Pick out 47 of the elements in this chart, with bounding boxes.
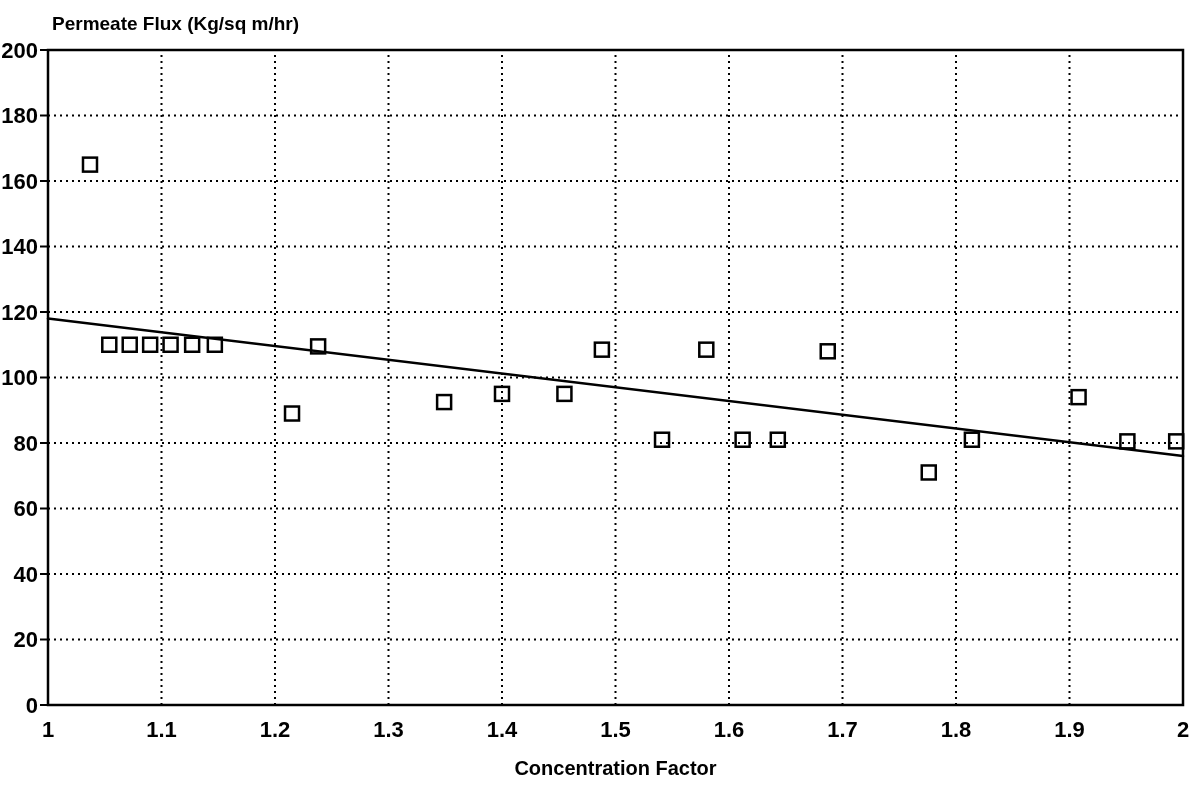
point (81, 156, 99, 173)
point (1070, 388, 1087, 406)
point (283, 405, 301, 422)
x-tick-label: 1.8 (940, 717, 972, 742)
x-tick-label: 1.2 (259, 717, 291, 742)
point (493, 385, 511, 403)
point (141, 336, 159, 353)
y-tick-label: 180 (1, 103, 38, 129)
y-tick-label: 80 (13, 430, 38, 456)
point (101, 336, 118, 353)
y-tick-label: 120 (1, 299, 38, 325)
point (1119, 433, 1136, 450)
point (698, 341, 715, 358)
point (1167, 433, 1185, 450)
x-tick-label: 1.3 (373, 717, 404, 742)
point (206, 336, 224, 353)
x-tick-label: 1.6 (713, 717, 745, 742)
point (121, 336, 138, 353)
point (183, 336, 201, 353)
x-tick-label: 2 (1176, 717, 1190, 742)
y-tick-label: 40 (13, 561, 38, 587)
point (769, 431, 787, 448)
x-tick-label: 1.5 (600, 717, 631, 742)
y-tick-label: 200 (1, 37, 38, 63)
x-tick-label: 1.7 (827, 717, 858, 742)
point (309, 338, 327, 355)
point (819, 343, 836, 360)
x-tick-label: 1.9 (1054, 717, 1085, 742)
y-axis-title: Permeate Flux (Kg/sq m/hr) (52, 13, 300, 34)
x-axis-title: Concentration Factor (514, 757, 717, 779)
x-tick-label: 1.1 (146, 717, 177, 742)
x-tick-label: 1.4 (486, 717, 519, 742)
y-tick-label: 140 (1, 234, 38, 260)
y-tick-label: 20 (13, 627, 38, 653)
point (435, 393, 453, 411)
point (734, 431, 751, 448)
point (593, 341, 611, 358)
point (162, 336, 179, 353)
y-tick-label: 160 (1, 168, 38, 194)
point (653, 431, 671, 448)
y-tick-label: 100 (1, 365, 38, 391)
point (920, 464, 938, 481)
y-tick-label: 60 (13, 496, 38, 522)
point (963, 431, 981, 448)
x-tick-label: 1 (41, 717, 55, 742)
y-tick-label: 0 (25, 692, 38, 718)
point (556, 385, 573, 403)
